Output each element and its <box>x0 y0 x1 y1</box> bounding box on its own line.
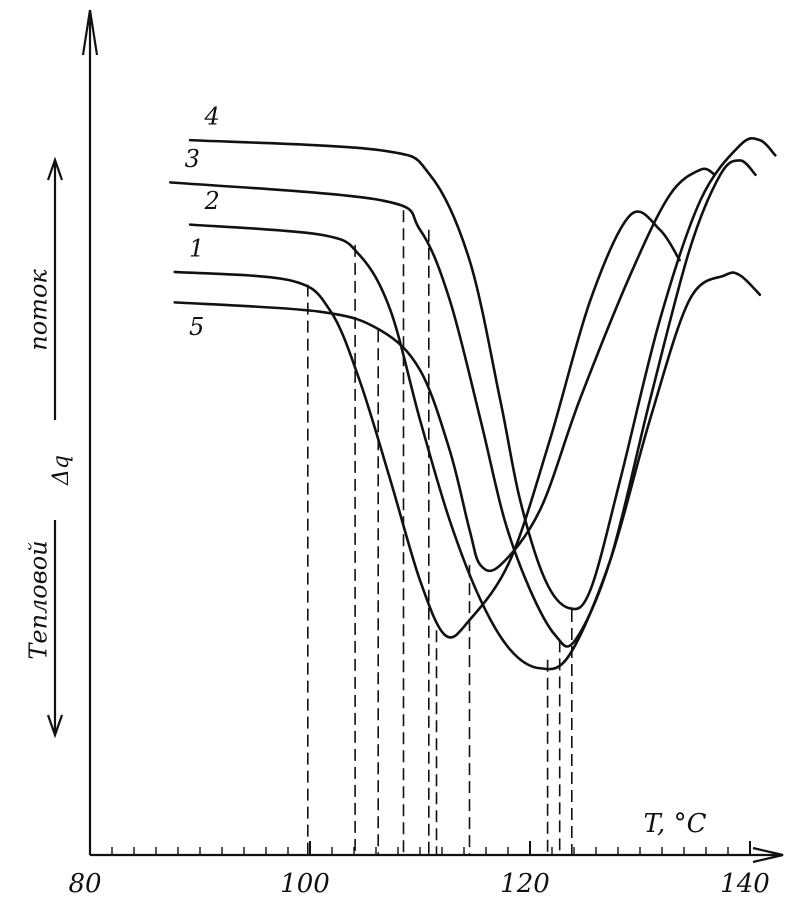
chart: поток Тепловой Δq T, °C 80 100 120 140 1 234 5 <box>0 0 800 906</box>
x-axis-label: T, °C <box>644 809 707 839</box>
y-axis <box>83 10 97 855</box>
curve <box>190 138 775 609</box>
x-tick-label: 120 <box>500 869 550 899</box>
y-label-symbol: Δq <box>49 455 74 486</box>
curve-label: 5 <box>189 313 204 341</box>
curve-label: 4 <box>203 103 219 131</box>
y-label-top: поток <box>25 269 53 351</box>
curve-label: 3 <box>185 145 200 173</box>
curve-label: 1 <box>189 234 204 262</box>
x-tick-label: 140 <box>720 869 770 899</box>
y-label-bottom: Тепловой <box>25 540 53 659</box>
curve-label: 2 <box>203 187 219 215</box>
curve <box>175 212 680 638</box>
curve <box>190 225 760 670</box>
x-tick-label: 100 <box>280 869 330 899</box>
curve <box>170 160 755 646</box>
x-tick-label: 80 <box>68 869 101 899</box>
